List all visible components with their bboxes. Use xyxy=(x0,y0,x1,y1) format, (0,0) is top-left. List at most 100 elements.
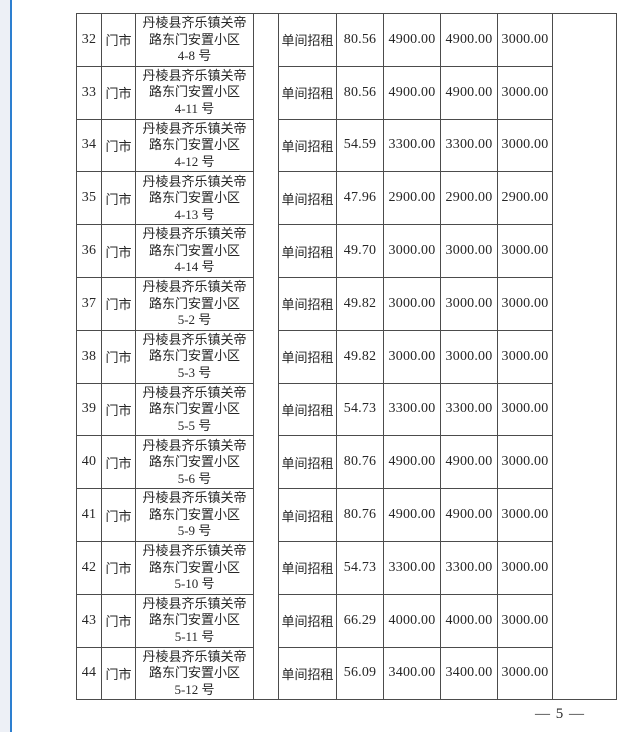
address-line: 丹棱县齐乐镇关帝 xyxy=(142,490,247,506)
cell-lease-type: 单间招租 xyxy=(278,646,337,701)
address-line: 4-13 号 xyxy=(174,206,215,222)
cell-deposit: 3000.00 xyxy=(497,224,553,278)
cell-deal-price: 4900.00 xyxy=(440,65,498,120)
address-line: 路东门安置小区 xyxy=(148,84,240,100)
cell-property-type: 门市 xyxy=(101,435,136,490)
cell-area: 80.56 xyxy=(336,13,384,67)
cell-listing-price: 4900.00 xyxy=(383,65,441,120)
cell-row-number: 43 xyxy=(76,593,102,648)
address-line: 5-2 号 xyxy=(177,312,212,328)
page-edge-line xyxy=(10,0,12,732)
table-row: 42 门市 丹棱县齐乐镇关帝 路东门安置小区 5-10 号单间招租 54.73 3300.0… xyxy=(76,540,617,595)
cell-area: 49.82 xyxy=(336,329,384,384)
cell-listing-price: 4900.00 xyxy=(383,488,441,542)
table-row: 34 门市 丹棱县齐乐镇关帝 路东门安置小区 4-12 号单间招租 54.59 3300.0… xyxy=(76,118,617,173)
cell-row-number: 32 xyxy=(76,13,102,67)
address-line: 丹棱县齐乐镇关帝 xyxy=(142,67,247,83)
cell-area: 80.76 xyxy=(336,488,384,542)
address-line: 5-10 号 xyxy=(174,576,215,592)
table-row: 37 门市 丹棱县齐乐镇关帝 路东门安置小区 5-2 号单间招租 49.82 3000.00… xyxy=(76,276,617,331)
cell-property-type: 门市 xyxy=(101,65,136,120)
address-line: 路东门安置小区 xyxy=(148,401,240,417)
cell-listing-price: 3300.00 xyxy=(383,540,441,595)
cell-area: 49.70 xyxy=(336,224,384,278)
cell-address: 丹棱县齐乐镇关帝 路东门安置小区 4-8 号 xyxy=(135,13,254,67)
cell-address: 丹棱县齐乐镇关帝 路东门安置小区 5-6 号 xyxy=(135,435,254,490)
address-line: 路东门安置小区 xyxy=(148,559,240,575)
cell-deal-price: 4000.00 xyxy=(440,593,498,648)
address-line: 丹棱县齐乐镇关帝 xyxy=(142,279,247,295)
cell-deposit: 3000.00 xyxy=(497,329,553,384)
cell-deposit: 3000.00 xyxy=(497,276,553,331)
cell-deposit: 3000.00 xyxy=(497,118,553,173)
address-line: 5-3 号 xyxy=(177,364,212,380)
cell-property-type: 门市 xyxy=(101,488,136,542)
address-line: 丹棱县齐乐镇关帝 xyxy=(142,120,247,136)
cell-address: 丹棱县齐乐镇关帝 路东门安置小区 5-11 号 xyxy=(135,593,254,648)
cell-address: 丹棱县齐乐镇关帝 路东门安置小区 5-10 号 xyxy=(135,540,254,595)
cell-property-type: 门市 xyxy=(101,540,136,595)
cell-row-number: 39 xyxy=(76,382,102,437)
cell-lease-type: 单间招租 xyxy=(278,65,337,120)
cell-deal-price: 3300.00 xyxy=(440,382,498,437)
cell-row-number: 37 xyxy=(76,276,102,331)
cell-deal-price: 4900.00 xyxy=(440,488,498,542)
cell-lease-type: 单间招租 xyxy=(278,276,337,331)
page-number: — 5 — xyxy=(535,706,585,722)
cell-property-type: 门市 xyxy=(101,382,136,437)
cell-property-type: 门市 xyxy=(101,593,136,648)
table-row: 32 门市 丹棱县齐乐镇关帝 路东门安置小区 4-8 号单间招租 80.56 4900.00… xyxy=(76,12,617,701)
cell-row-number: 44 xyxy=(76,646,102,701)
cell-area: 80.56 xyxy=(336,65,384,120)
address-line: 路东门安置小区 xyxy=(148,348,240,364)
cell-area: 54.59 xyxy=(336,118,384,173)
address-line: 丹棱县齐乐镇关帝 xyxy=(142,437,247,453)
cell-deal-price: 3300.00 xyxy=(440,118,498,173)
cell-lease-type: 单间招租 xyxy=(278,224,337,278)
cell-deposit: 3000.00 xyxy=(497,65,553,120)
address-line: 丹棱县齐乐镇关帝 xyxy=(142,543,247,559)
table-row: 39 门市 丹棱县齐乐镇关帝 路东门安置小区 5-5 号单间招租 54.73 3300.00… xyxy=(76,382,617,437)
address-line: 丹棱县齐乐镇关帝 xyxy=(142,331,247,347)
cell-property-type: 门市 xyxy=(101,646,136,701)
address-line: 丹棱县齐乐镇关帝 xyxy=(142,15,247,31)
cell-row-number: 35 xyxy=(76,171,102,226)
cell-row-number: 36 xyxy=(76,224,102,278)
cell-lease-type: 单间招租 xyxy=(278,118,337,173)
cell-lease-type: 单间招租 xyxy=(278,171,337,226)
address-line: 路东门安置小区 xyxy=(148,454,240,470)
cell-listing-price: 3300.00 xyxy=(383,382,441,437)
cell-deal-price: 3000.00 xyxy=(440,224,498,278)
cell-listing-price: 4900.00 xyxy=(383,13,441,67)
cell-property-type: 门市 xyxy=(101,171,136,226)
cell-lease-type: 单间招租 xyxy=(278,382,337,437)
cell-deal-price: 3000.00 xyxy=(440,329,498,384)
address-line: 丹棱县齐乐镇关帝 xyxy=(142,226,247,242)
cell-address: 丹棱县齐乐镇关帝 路东门安置小区 5-12 号 xyxy=(135,646,254,701)
cell-address: 丹棱县齐乐镇关帝 路东门安置小区 4-13 号 xyxy=(135,171,254,226)
address-line: 丹棱县齐乐镇关帝 xyxy=(142,595,247,611)
table-row: 43 门市 丹棱县齐乐镇关帝 路东门安置小区 5-11 号单间招租 66.29 4000.0… xyxy=(76,593,617,648)
cell-property-type: 门市 xyxy=(101,13,136,67)
address-line: 5-9 号 xyxy=(177,523,212,539)
cell-deposit: 3000.00 xyxy=(497,13,553,67)
address-line: 4-8 号 xyxy=(177,48,212,64)
cell-area: 80.76 xyxy=(336,435,384,490)
cell-row-number: 42 xyxy=(76,540,102,595)
cell-deposit: 3000.00 xyxy=(497,435,553,490)
cell-property-type: 门市 xyxy=(101,118,136,173)
cell-listing-price: 3000.00 xyxy=(383,224,441,278)
table-row: 41 门市 丹棱县齐乐镇关帝 路东门安置小区 5-9 号单间招租 80.76 4900.00… xyxy=(76,488,617,542)
cell-area: 47.96 xyxy=(336,171,384,226)
cell-address: 丹棱县齐乐镇关帝 路东门安置小区 5-3 号 xyxy=(135,329,254,384)
address-line: 路东门安置小区 xyxy=(148,190,240,206)
address-line: 5-6 号 xyxy=(177,470,212,486)
cell-property-type: 门市 xyxy=(101,276,136,331)
cell-deposit: 3000.00 xyxy=(497,646,553,701)
cell-deposit: 3000.00 xyxy=(497,382,553,437)
cell-address: 丹棱县齐乐镇关帝 路东门安置小区 5-2 号 xyxy=(135,276,254,331)
address-line: 4-14 号 xyxy=(174,259,215,275)
cell-deal-price: 3000.00 xyxy=(440,276,498,331)
cell-address: 丹棱县齐乐镇关帝 路东门安置小区 5-9 号 xyxy=(135,488,254,542)
viewer-left-margin xyxy=(0,0,10,732)
